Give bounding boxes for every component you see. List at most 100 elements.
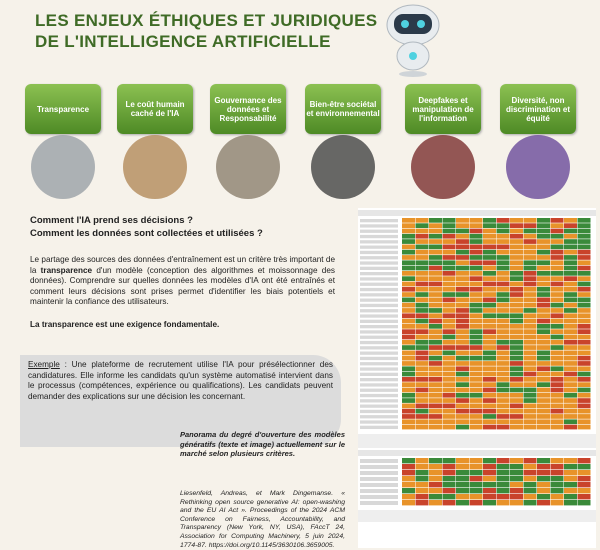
table-cell (442, 265, 456, 271)
table-cell (442, 355, 456, 361)
table-cell (523, 233, 537, 239)
table-cell (360, 224, 398, 228)
table-cell (456, 297, 469, 303)
table-cell (483, 276, 496, 281)
table-cell (483, 255, 496, 260)
table-cell (496, 494, 510, 500)
table-cell (577, 458, 591, 464)
table-cell (577, 239, 591, 244)
table-cell (537, 318, 550, 324)
table-cell (469, 392, 483, 398)
table-cell (550, 233, 564, 239)
table-cell (429, 476, 442, 482)
table-cell (510, 260, 523, 266)
table-cell (442, 371, 456, 377)
table-cell (523, 377, 537, 382)
table-cell (564, 276, 577, 281)
table-cell (415, 419, 429, 425)
table-cell (550, 334, 564, 340)
table-cell (360, 282, 398, 286)
table-cell (550, 494, 564, 500)
table-cell (550, 361, 564, 366)
table-cell (429, 500, 442, 506)
table-cell (456, 414, 469, 419)
table-cell (360, 356, 398, 361)
table-cell (577, 286, 591, 292)
table-cell (496, 334, 510, 340)
table-cell (442, 476, 456, 482)
table-cell (469, 345, 483, 350)
table-cell (550, 292, 564, 297)
table-cell (550, 419, 564, 425)
table-cell (510, 403, 523, 409)
table-cell (415, 302, 429, 308)
table-cell (564, 361, 577, 366)
table-cell (358, 434, 596, 448)
table-cell (442, 361, 456, 366)
table-cell (483, 260, 496, 266)
table-cell (564, 260, 577, 266)
table-cell (564, 302, 577, 308)
table-cell (456, 286, 469, 292)
table-cell (537, 355, 550, 361)
table-cell (483, 218, 496, 223)
table-cell (415, 382, 429, 387)
table-cell (483, 281, 496, 287)
table-cell (483, 414, 496, 419)
table-cell (442, 366, 456, 372)
table-cell (442, 458, 456, 464)
table-cell (496, 387, 510, 393)
table-cell (456, 265, 469, 271)
table-cell (496, 419, 510, 425)
table-cell (564, 271, 577, 276)
table-cell (577, 350, 591, 356)
table-cell (537, 387, 550, 393)
table-cell (442, 255, 456, 260)
tab: Deepfakes et manipulation de l'informati… (405, 84, 481, 134)
table-cell (564, 223, 577, 228)
table-cell (469, 377, 483, 382)
table-cell (550, 329, 564, 334)
table-cell (469, 482, 483, 488)
table-cell (402, 377, 415, 382)
table-cell (577, 392, 591, 398)
table-cell (402, 403, 415, 409)
table-cell (550, 382, 564, 387)
table-cell (456, 419, 469, 425)
table-cell (523, 470, 537, 476)
table-cell (496, 482, 510, 488)
table-cell (415, 350, 429, 356)
table-cell (537, 292, 550, 297)
table-cell (577, 260, 591, 266)
table-cell (496, 500, 510, 506)
table-cell (469, 308, 483, 313)
table-cell (415, 476, 429, 482)
robot (386, 4, 440, 77)
table-cell (360, 393, 398, 398)
question: Comment les données sont collectées et u… (30, 228, 263, 239)
table-cell (510, 218, 523, 223)
table-cell (469, 458, 483, 464)
table-cell (496, 329, 510, 334)
table-cell (550, 387, 564, 393)
table-cell (456, 488, 469, 494)
table-cell (442, 408, 456, 414)
table-cell (360, 240, 398, 244)
table-cell (456, 398, 469, 403)
table-cell (456, 345, 469, 350)
table-cell (577, 271, 591, 276)
table-cell (564, 488, 577, 494)
table-cell (577, 276, 591, 281)
table-cell (537, 470, 550, 476)
table-cell (537, 329, 550, 334)
table-cell (456, 476, 469, 482)
table-cell (510, 334, 523, 340)
table-cell (550, 297, 564, 303)
table-cell (402, 313, 415, 319)
table-cell (456, 403, 469, 409)
table-cell (510, 292, 523, 297)
table-cell (483, 387, 496, 393)
table-cell (523, 292, 537, 297)
table-cell (483, 318, 496, 324)
table-cell (564, 239, 577, 244)
